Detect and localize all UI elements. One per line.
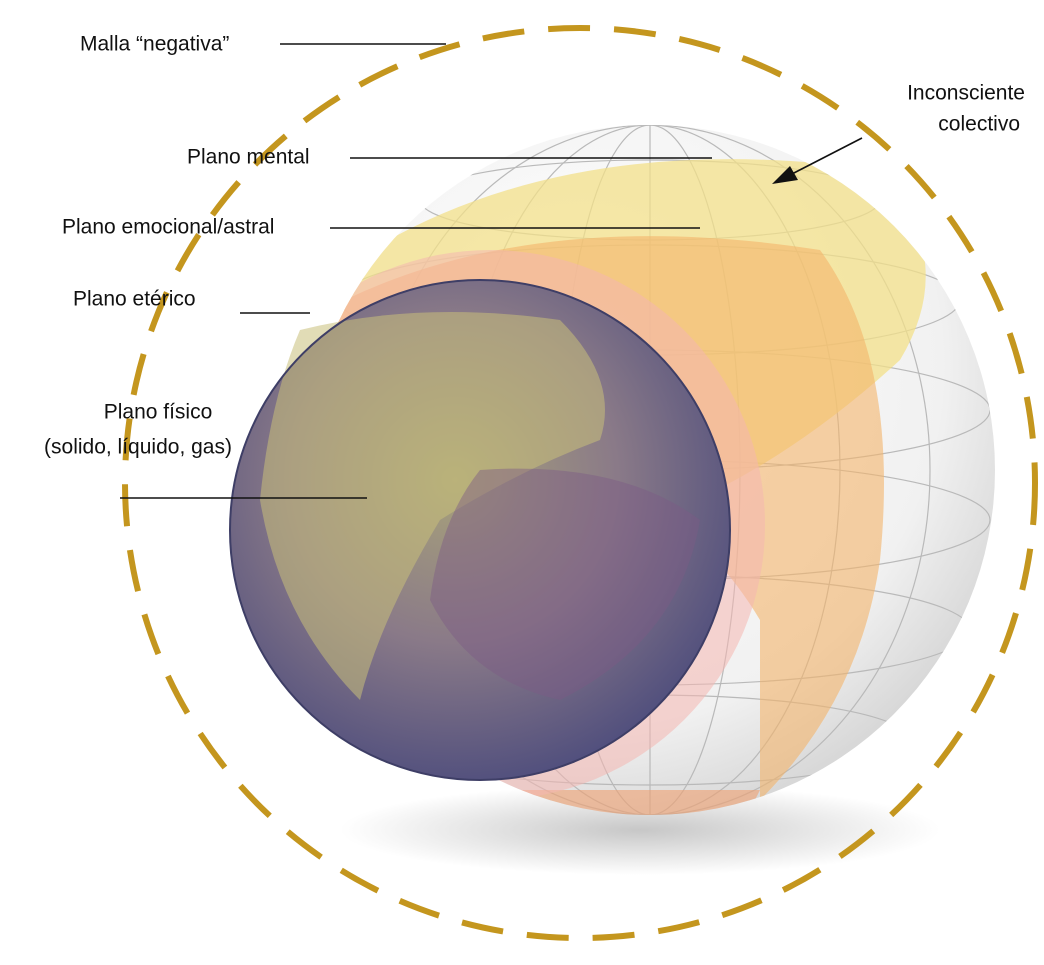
label: Plano físico — [104, 401, 213, 424]
earth-outline — [229, 279, 731, 781]
arrow-line — [789, 137, 863, 176]
earth-land — [430, 468, 700, 700]
globe-shadow — [340, 785, 940, 875]
label: Malla “negativa” — [80, 33, 229, 56]
earth-land — [260, 312, 605, 700]
label: colectivo — [938, 113, 1020, 136]
label: Plano mental — [187, 146, 310, 169]
label: Inconsciente — [907, 82, 1025, 105]
arrow-head — [772, 166, 798, 184]
label: Plano emocional/astral — [62, 216, 274, 239]
label: Plano etérico — [73, 288, 196, 311]
label: (solido, líquido, gas) — [44, 436, 232, 459]
negative-grid — [122, 25, 1038, 941]
